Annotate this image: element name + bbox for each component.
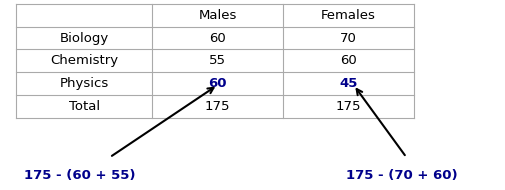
Text: Physics: Physics: [60, 77, 109, 90]
Text: Chemistry: Chemistry: [50, 54, 118, 67]
Text: 60: 60: [208, 77, 227, 90]
Text: Total: Total: [69, 100, 100, 113]
Text: 175: 175: [335, 100, 361, 113]
Text: 45: 45: [339, 77, 357, 90]
Text: 70: 70: [339, 32, 357, 45]
Text: 60: 60: [339, 54, 357, 67]
Text: 60: 60: [209, 32, 226, 45]
Text: 55: 55: [209, 54, 226, 67]
Text: Females: Females: [321, 9, 375, 22]
Text: 175: 175: [205, 100, 230, 113]
Text: 175 - (60 + 55): 175 - (60 + 55): [24, 169, 135, 182]
Text: Males: Males: [198, 9, 236, 22]
Text: 175 - (70 + 60): 175 - (70 + 60): [345, 169, 457, 182]
Text: Biology: Biology: [60, 32, 109, 45]
